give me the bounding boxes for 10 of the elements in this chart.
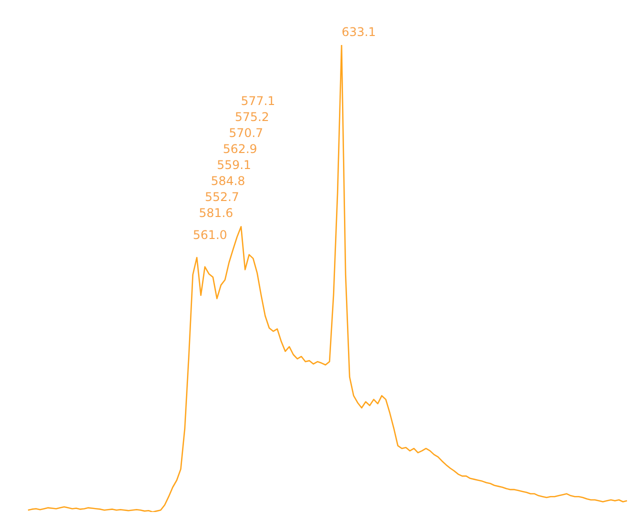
- annotation: 562.9: [222, 142, 258, 156]
- text: 633.1: [342, 25, 376, 40]
- annotation: 570.7: [228, 126, 264, 140]
- annotation: 581.6: [198, 206, 234, 220]
- annotation: 575.2: [234, 110, 270, 124]
- annotation: 577.1: [240, 94, 276, 108]
- annotation: 552.7: [204, 190, 240, 204]
- annotation: 559.1: [216, 158, 252, 172]
- annotation: 561.0: [192, 228, 228, 242]
- annotation: 584.8: [210, 174, 246, 188]
